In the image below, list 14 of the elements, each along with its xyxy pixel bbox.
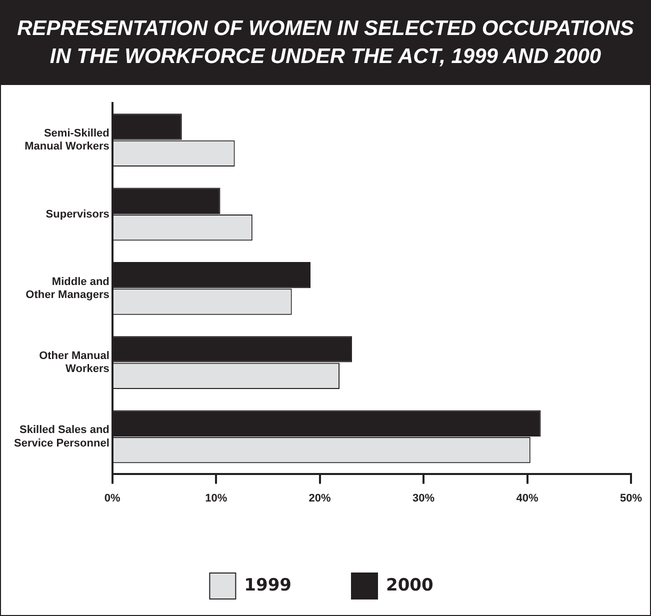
- x-tick-label: 20%: [308, 492, 332, 504]
- x-tick-label: 50%: [620, 492, 642, 504]
- x-tick-label: 10%: [205, 492, 228, 504]
- chart-title: REPRESENTATION OF WOMEN IN SELECTED OCCUPATIONS IN THE WORKFORCE UNDER THE ACT, 1999 AND 2000: [1, 1, 650, 85]
- x-tick-label: 30%: [412, 492, 435, 504]
- legend-label: 2000: [386, 575, 434, 596]
- y-tick-label: Other Manual Workers: [39, 350, 110, 376]
- legend-label: 1999: [244, 575, 292, 596]
- y-tick-label: Semi-Skilled Manual Workers: [24, 128, 110, 153]
- y-tick-label: Supervisors: [46, 208, 110, 220]
- y-tick-label: Skilled Sales and Service Personnel: [14, 424, 110, 450]
- x-tick-label: 0%: [104, 492, 121, 504]
- y-tick-label: Middle and Other Managers: [26, 276, 110, 302]
- x-tick-label: 40%: [516, 492, 538, 504]
